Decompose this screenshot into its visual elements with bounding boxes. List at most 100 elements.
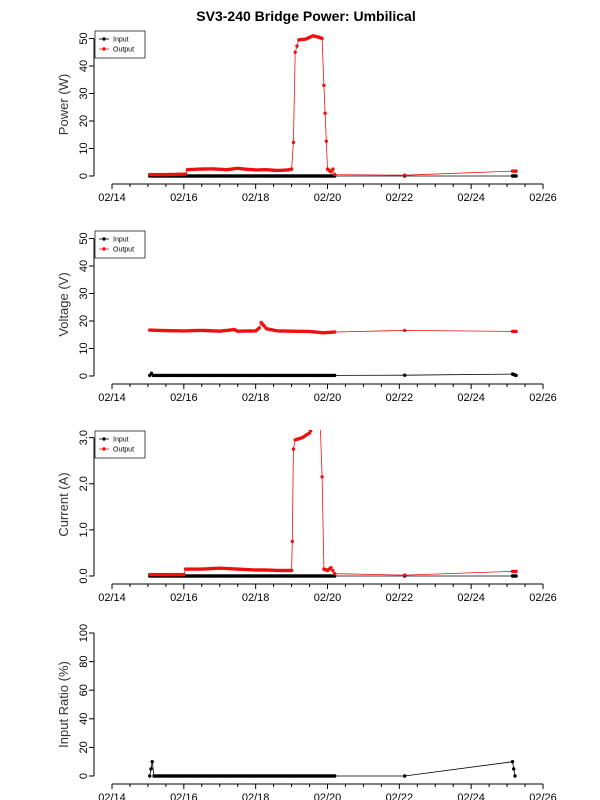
y-tick-label: 40 bbox=[78, 260, 90, 272]
data-point bbox=[289, 167, 294, 171]
data-point bbox=[320, 475, 324, 479]
legend-marker bbox=[102, 247, 106, 251]
data-point bbox=[322, 83, 326, 88]
y-tick-label: 0.0 bbox=[78, 568, 90, 583]
series-ratio bbox=[148, 760, 517, 778]
series-line bbox=[149, 430, 517, 576]
data-point bbox=[512, 767, 516, 771]
series-line bbox=[149, 761, 516, 777]
panel-current: 0.0 1.0 2.0 3.0 Current (A) 02/14 02/16 02/18 02… bbox=[56, 424, 557, 604]
data-point bbox=[514, 329, 518, 334]
y-tick-label: 3.0 bbox=[78, 430, 90, 445]
x-tick-label: 02/16 bbox=[170, 592, 198, 604]
legend-box bbox=[94, 430, 146, 459]
data-point bbox=[317, 424, 320, 427]
series-input bbox=[148, 371, 518, 378]
data-point bbox=[316, 424, 319, 427]
data-point bbox=[513, 774, 517, 778]
legend-label: Output bbox=[113, 447, 134, 454]
legend-label: Output bbox=[113, 247, 134, 254]
y-tick-label: 40 bbox=[78, 60, 90, 72]
y-tick-label: 1.0 bbox=[78, 522, 90, 537]
data-point bbox=[323, 111, 327, 115]
y-tick-label: 10 bbox=[78, 142, 90, 154]
x-tick-label: 02/16 bbox=[170, 392, 198, 404]
legend: Input Output bbox=[94, 430, 146, 459]
x-tick-label: 02/26 bbox=[529, 392, 557, 404]
y-axis-label: Voltage (V) bbox=[56, 272, 71, 336]
y-axis-label: Power (W) bbox=[56, 74, 71, 135]
x-tick-label: 02/24 bbox=[457, 592, 485, 604]
data-point bbox=[403, 373, 407, 377]
data-point bbox=[514, 373, 518, 378]
data-point bbox=[333, 774, 337, 778]
x-tick-label: 02/22 bbox=[386, 792, 414, 800]
x-tick-label: 02/22 bbox=[386, 592, 414, 604]
x-tick-label: 02/18 bbox=[242, 592, 270, 604]
data-point bbox=[333, 172, 337, 177]
x-tick-label: 02/18 bbox=[242, 192, 270, 204]
x-tick-label: 02/20 bbox=[314, 792, 342, 800]
data-point bbox=[291, 140, 296, 145]
legend-box bbox=[94, 230, 146, 259]
data-point bbox=[295, 44, 299, 48]
y-tick-label: 30 bbox=[78, 287, 90, 299]
x-tick-label: 02/16 bbox=[170, 192, 198, 204]
x-tick-label: 02/20 bbox=[314, 392, 342, 404]
x-tick-label: 02/24 bbox=[457, 792, 485, 800]
data-point bbox=[150, 760, 154, 764]
data-point bbox=[182, 572, 186, 577]
x-tick-label: 02/26 bbox=[529, 792, 557, 800]
data-point bbox=[148, 774, 152, 778]
data-point bbox=[257, 326, 261, 330]
data-point bbox=[291, 447, 296, 451]
legend-marker bbox=[102, 47, 106, 51]
y-axis-label: Current (A) bbox=[56, 472, 71, 536]
y-tick-label: 10 bbox=[78, 342, 90, 354]
x-tick-label: 02/26 bbox=[529, 192, 557, 204]
x-tick-label: 02/20 bbox=[314, 192, 342, 204]
legend-marker bbox=[102, 437, 106, 441]
data-point bbox=[324, 139, 328, 143]
data-point bbox=[403, 328, 407, 333]
data-point bbox=[149, 767, 153, 771]
y-tick-label: 0 bbox=[78, 173, 90, 179]
data-point bbox=[311, 424, 314, 427]
x-tick-label: 02/26 bbox=[529, 592, 557, 604]
y-tick-label: 20 bbox=[78, 115, 90, 127]
data-point bbox=[514, 174, 518, 178]
y-tick-label: 60 bbox=[78, 684, 90, 696]
y-tick-label: 2.0 bbox=[78, 476, 90, 491]
legend-box bbox=[94, 30, 146, 59]
x-tick-label: 02/14 bbox=[98, 792, 126, 800]
x-tick-label: 02/24 bbox=[457, 192, 485, 204]
data-point bbox=[331, 569, 335, 573]
legend-label: Input bbox=[113, 237, 129, 244]
series-output bbox=[148, 34, 518, 177]
data-point bbox=[329, 170, 333, 174]
legend-label: Input bbox=[113, 437, 129, 444]
data-point bbox=[514, 574, 518, 578]
y-tick-label: 50 bbox=[78, 232, 90, 244]
legend: Input Output bbox=[94, 30, 146, 59]
y-axis-label: Input Ratio (%) bbox=[56, 661, 71, 748]
data-point bbox=[290, 539, 294, 544]
data-point bbox=[311, 430, 313, 431]
data-point bbox=[514, 169, 518, 173]
x-tick-label: 02/20 bbox=[314, 592, 342, 604]
data-point bbox=[333, 572, 337, 576]
legend-marker bbox=[102, 37, 106, 41]
series-line bbox=[149, 35, 517, 176]
x-tick-label: 02/14 bbox=[98, 592, 126, 604]
legend: Input Output bbox=[94, 230, 146, 259]
y-tick-label: 40 bbox=[78, 713, 90, 725]
legend-label: Input bbox=[113, 37, 129, 44]
y-tick-label: 20 bbox=[78, 741, 90, 753]
y-tick-label: 0 bbox=[78, 373, 90, 379]
data-point bbox=[333, 373, 337, 378]
data-point bbox=[314, 424, 317, 427]
legend-label: Output bbox=[113, 47, 134, 54]
x-tick-label: 02/14 bbox=[98, 392, 126, 404]
series-output bbox=[148, 320, 518, 335]
